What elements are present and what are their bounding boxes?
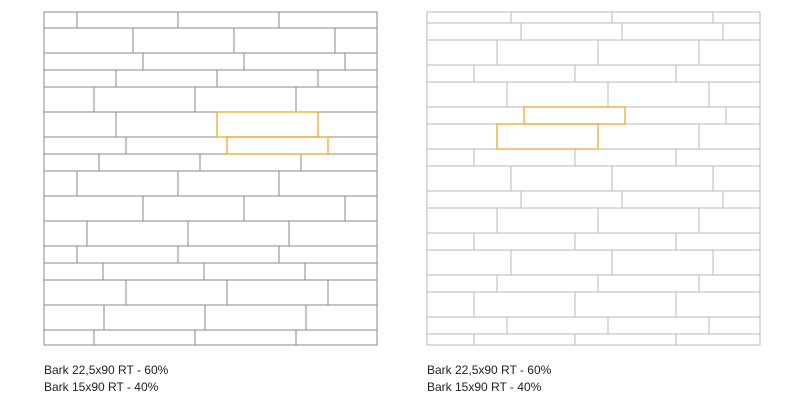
caption-line: Bark 22,5x90 RT - 60% — [427, 363, 552, 377]
caption-line: Bark 15x90 RT - 40% — [427, 380, 542, 394]
caption-line: Bark 22,5x90 RT - 60% — [44, 363, 169, 377]
highlight-tile — [496, 123, 599, 150]
highlight-tile — [216, 111, 319, 138]
caption: Bark 22,5x90 RT - 60% Bark 15x90 RT - 40… — [44, 362, 168, 396]
panel-border — [43, 11, 378, 346]
caption: Bark 22,5x90 RT - 60% Bark 15x90 RT - 40… — [427, 362, 551, 396]
panel-border — [426, 11, 761, 346]
highlight-tile — [226, 136, 329, 155]
highlight-tile — [523, 106, 626, 125]
caption-line: Bark 15x90 RT - 40% — [44, 380, 159, 394]
tile-layouts — [43, 11, 761, 346]
